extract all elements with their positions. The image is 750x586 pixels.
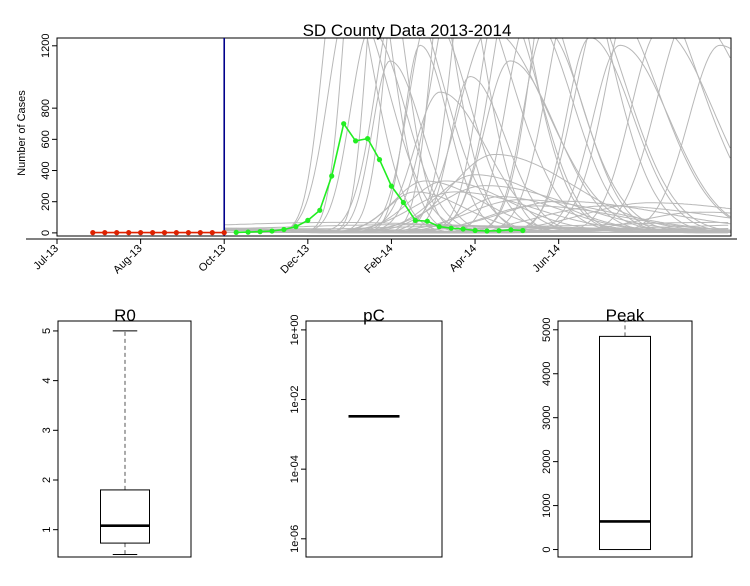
- x-tick-label-0: Jul-13: [31, 243, 61, 273]
- data-point-observed_after-2: [257, 229, 263, 235]
- data-point-observed_after-17: [436, 224, 442, 230]
- data-point-observed_before-0: [90, 230, 96, 236]
- x-tick-label-4: Feb-14: [362, 243, 395, 276]
- plot-area: [224, 38, 731, 234]
- data-point-observed_before-9: [197, 230, 203, 236]
- plot-frame: [56, 37, 732, 237]
- box-plots: R0 pC Peak 1 2 3 4 5 1e-06 1e-04 1e-02 1e+00 0 100…: [41, 306, 693, 558]
- chart-title: SD County Data 2013-2014: [303, 21, 512, 40]
- data-point-observed_after-6: [305, 217, 311, 223]
- data-point-observed_before-5: [150, 230, 156, 236]
- box-title-peak: Peak: [606, 306, 645, 325]
- box-y-tick-label-2-0: 1e-06: [289, 525, 301, 553]
- data-point-observed_after-3: [269, 228, 275, 234]
- box-panel-2: 1e-06 1e-04 1e-02 1e+00: [289, 314, 443, 558]
- box-y-tick-label-3-1: 1000: [541, 493, 553, 517]
- y-tick-label-0: 0: [40, 230, 52, 236]
- box-y-tick-label-3-4: 4000: [541, 361, 553, 385]
- data-point-observed_after-1: [245, 229, 251, 235]
- y-tick-label-4: 800: [40, 99, 52, 117]
- data-point-observed_before-11: [221, 230, 227, 236]
- projection-curve-25: [224, 44, 731, 233]
- data-point-observed_after-8: [329, 173, 335, 179]
- box-y-tick-label-1-2: 3: [41, 427, 53, 433]
- box-frame-1: [57, 320, 192, 558]
- data-point-observed_before-8: [185, 230, 191, 236]
- y-tick-label-1: 200: [40, 193, 52, 211]
- data-point-observed_after-7: [317, 207, 323, 213]
- data-point-observed_before-4: [138, 230, 144, 236]
- data-point-observed_after-18: [448, 225, 454, 231]
- data-point-observed_after-12: [376, 157, 383, 163]
- data-point-observed_after-21: [484, 228, 490, 234]
- x-tick-label-1: Aug-13: [111, 243, 145, 277]
- box-title-pc: pC: [363, 306, 385, 325]
- box-y-tick-label-3-3: 3000: [541, 405, 553, 429]
- box-y-tick-label-2-3: 1e+00: [289, 314, 301, 345]
- data-point-observed_after-9: [341, 121, 347, 127]
- data-point-observed_before-1: [102, 230, 108, 236]
- data-point-observed_after-19: [460, 226, 466, 232]
- projection-curve-5: [224, 60, 731, 233]
- data-point-observed_after-5: [293, 224, 299, 230]
- data-point-observed_after-16: [424, 218, 430, 224]
- box-y-tick-label-2-2: 1e-02: [289, 385, 301, 413]
- data-point-observed_before-3: [126, 230, 132, 236]
- x-tick-label-6: Jun-14: [531, 243, 563, 275]
- data-point-observed_after-15: [412, 217, 418, 223]
- data-point-observed_after-10: [353, 138, 359, 144]
- y-tick-label-3: 600: [40, 130, 52, 148]
- y-axis-label: Number of Cases: [16, 90, 28, 176]
- projection-curve-8: [224, 44, 731, 233]
- data-point-observed_after-11: [365, 136, 371, 142]
- box-y-tick-label-3-5: 5000: [541, 318, 553, 342]
- box-y-tick-label-2-1: 1e-04: [289, 455, 301, 483]
- projection-flat-5: [224, 224, 729, 229]
- data-point-observed_before-2: [114, 230, 120, 236]
- data-point-observed_after-14: [400, 199, 406, 206]
- axes: 0 200 400 600 800 1200 Jul-13 Aug-13 Oct-13 Dec-1…: [26, 34, 737, 277]
- box-body-1: [100, 489, 150, 544]
- projection-curve-29: [224, 44, 731, 233]
- projection-flat-9: [224, 226, 729, 232]
- data-point-observed_after-22: [496, 228, 502, 234]
- data-point-observed_before-7: [173, 230, 179, 236]
- data-point-observed_after-4: [281, 226, 287, 233]
- box-y-tick-label-1-0: 1: [41, 527, 53, 533]
- data-point-observed_before-6: [161, 230, 168, 236]
- box-y-tick-label-1-4: 5: [41, 328, 53, 334]
- box-plot-pc: pC: [363, 306, 385, 325]
- box-plot-peak: Peak: [606, 306, 645, 325]
- x-tick-label-5: Apr-14: [447, 243, 479, 275]
- box-body-3: [599, 335, 651, 551]
- box-y-tick-label-3-0: 0: [541, 546, 553, 552]
- box-plot-r0: R0: [114, 306, 136, 325]
- y-tick-label-2: 400: [40, 161, 52, 179]
- box-panel-3: 0 1000 2000 3000 4000 5000: [541, 318, 693, 558]
- x-tick-label-2: Oct-13: [197, 243, 229, 275]
- line-chart: SD County Data 2013-2014 Number of Cases…: [16, 21, 737, 277]
- x-tick-label-3: Dec-13: [278, 243, 312, 277]
- box-panel-1: 1 2 3 4 5: [41, 320, 192, 558]
- data-point-observed_before-10: [209, 230, 215, 236]
- data-point-observed_after-0: [233, 229, 239, 235]
- data-point-observed_after-20: [472, 227, 478, 234]
- y-tick-label-5: 1200: [40, 34, 52, 58]
- data-point-observed_after-13: [388, 183, 394, 189]
- projection-curve-17: [224, 60, 731, 233]
- data-point-observed_after-24: [520, 227, 526, 234]
- box-y-tick-label-1-3: 4: [41, 378, 53, 384]
- box-frame-2: [305, 320, 443, 558]
- box-y-tick-label-1-1: 2: [41, 477, 53, 483]
- box-title-r0: R0: [114, 306, 136, 325]
- data-point-observed_after-23: [508, 227, 514, 233]
- box-y-tick-label-3-2: 2000: [541, 449, 553, 473]
